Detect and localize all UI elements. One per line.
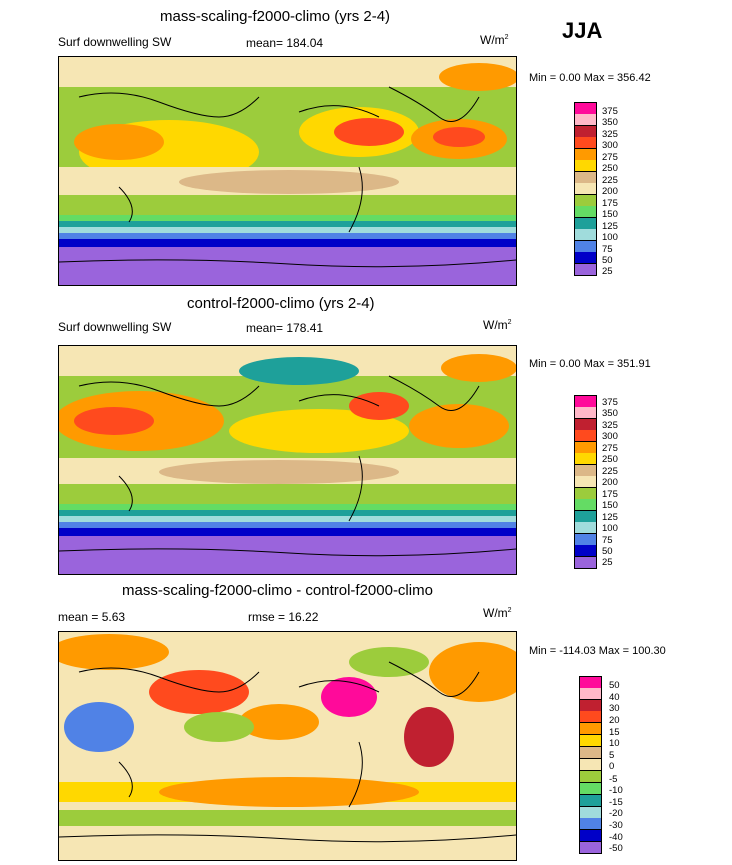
colorbar-swatch (580, 711, 601, 723)
panel2-units: W/m2 (483, 318, 512, 332)
colorbar-tick-label: -10 (609, 785, 623, 796)
colorbar-tick-label: 100 (602, 523, 618, 534)
panel2-minmax: Min = 0.00 Max = 351.91 (529, 358, 651, 370)
panel3-map (49, 631, 529, 861)
colorbar-tick-label: 25 (602, 266, 613, 277)
colorbar-swatch (580, 795, 601, 807)
colorbar-tick-label: -15 (609, 797, 623, 808)
colorbar-swatch (575, 545, 596, 557)
colorbar-swatch (580, 771, 601, 783)
colorbar-tick-label: 300 (602, 431, 618, 442)
colorbar-swatch (580, 735, 601, 747)
colorbar-tick-label: 5 (609, 750, 615, 761)
colorbar-tick-label: 125 (602, 221, 618, 232)
colorbar-tick-label: -40 (609, 832, 623, 843)
colorbar-swatch (580, 688, 601, 700)
panel3-units: W/m2 (483, 606, 512, 620)
colorbar-tick-label: -30 (609, 820, 623, 831)
colorbar-tick-label: 275 (602, 152, 618, 163)
colorbar-swatch (575, 476, 596, 488)
colorbar-tick-label: -5 (609, 774, 618, 785)
panel1-minmax: Min = 0.00 Max = 356.42 (529, 72, 651, 84)
colorbar-tick-label: 175 (602, 198, 618, 209)
colorbar-tick-label: 250 (602, 454, 618, 465)
colorbar-tick-label: 350 (602, 117, 618, 128)
colorbar-swatch (575, 114, 596, 126)
colorbar-swatch (580, 723, 601, 735)
colorbar-tick-label: 50 (602, 546, 613, 557)
panel2-variable-label: Surf downwelling SW (58, 320, 172, 334)
colorbar-swatch (580, 842, 601, 853)
panel1-colorbar (574, 102, 597, 276)
colorbar-tick-label: 15 (609, 727, 620, 738)
colorbar-swatch (580, 818, 601, 830)
panel2-colorbar (574, 395, 597, 569)
panel2-mean-label: mean= 178.41 (246, 321, 324, 335)
colorbar-tick-label: 50 (602, 255, 613, 266)
panel3-rmse-label: rmse = 16.22 (248, 610, 319, 624)
panel1-variable-label: Surf downwelling SW (58, 35, 172, 49)
panel1-title: mass-scaling-f2000-climo (yrs 2-4) (160, 8, 391, 25)
colorbar-tick-label: 325 (602, 420, 618, 431)
colorbar-tick-label: 150 (602, 209, 618, 220)
colorbar-tick-label: 40 (609, 692, 620, 703)
colorbar-tick-label: 200 (602, 477, 618, 488)
colorbar-tick-label: 75 (602, 535, 613, 546)
colorbar-tick-label: 75 (602, 244, 613, 255)
colorbar-swatch (575, 206, 596, 218)
colorbar-tick-label: 125 (602, 512, 618, 523)
colorbar-tick-label: 325 (602, 129, 618, 140)
colorbar-swatch (575, 183, 596, 195)
panel2-map-svg (54, 346, 517, 574)
colorbar-swatch (575, 522, 596, 534)
colorbar-swatch (575, 252, 596, 264)
panel3-colorbar (579, 676, 602, 854)
colorbar-swatch (580, 747, 601, 759)
colorbar-tick-label: 10 (609, 738, 620, 749)
panel3-title: mass-scaling-f2000-climo - control-f2000… (122, 582, 433, 599)
panel2-map (54, 345, 517, 575)
colorbar-tick-label: 30 (609, 703, 620, 714)
colorbar-tick-label: 300 (602, 140, 618, 151)
colorbar-tick-label: 150 (602, 500, 618, 511)
colorbar-tick-label: 375 (602, 106, 618, 117)
colorbar-swatch (580, 759, 601, 771)
colorbar-tick-label: 50 (609, 680, 620, 691)
colorbar-swatch (575, 430, 596, 442)
colorbar-tick-label: 375 (602, 397, 618, 408)
colorbar-tick-label: 350 (602, 408, 618, 419)
colorbar-swatch (575, 160, 596, 172)
colorbar-tick-label: -50 (609, 843, 623, 854)
panel1-units: W/m2 (480, 33, 509, 47)
colorbar-tick-label: 225 (602, 175, 618, 186)
colorbar-swatch (575, 264, 596, 275)
colorbar-swatch (575, 499, 596, 511)
colorbar-swatch (575, 137, 596, 149)
colorbar-swatch (575, 453, 596, 465)
colorbar-swatch (575, 407, 596, 419)
panel1-mean-label: mean= 184.04 (246, 36, 324, 50)
colorbar-tick-label: 225 (602, 466, 618, 477)
colorbar-tick-label: 175 (602, 489, 618, 500)
panel2-title: control-f2000-climo (yrs 2-4) (187, 295, 375, 312)
colorbar-tick-label: 20 (609, 715, 620, 726)
colorbar-tick-label: 200 (602, 186, 618, 197)
colorbar-swatch (575, 229, 596, 241)
panel1-map (58, 56, 519, 286)
colorbar-tick-label: 0 (609, 761, 615, 772)
colorbar-tick-label: 275 (602, 443, 618, 454)
panel3-minmax: Min = -114.03 Max = 100.30 (529, 645, 666, 657)
panel3-map-svg (49, 632, 529, 860)
colorbar-swatch (580, 830, 601, 842)
panel3-mean-label: mean = 5.63 (58, 610, 126, 624)
colorbar-tick-label: 100 (602, 232, 618, 243)
season-label: JJA (562, 18, 603, 43)
colorbar-swatch (580, 783, 601, 795)
colorbar-tick-label: 250 (602, 163, 618, 174)
colorbar-tick-label: -20 (609, 808, 623, 819)
colorbar-tick-label: 25 (602, 557, 613, 568)
panel1-map-svg (58, 57, 519, 285)
colorbar-swatch (575, 557, 596, 568)
